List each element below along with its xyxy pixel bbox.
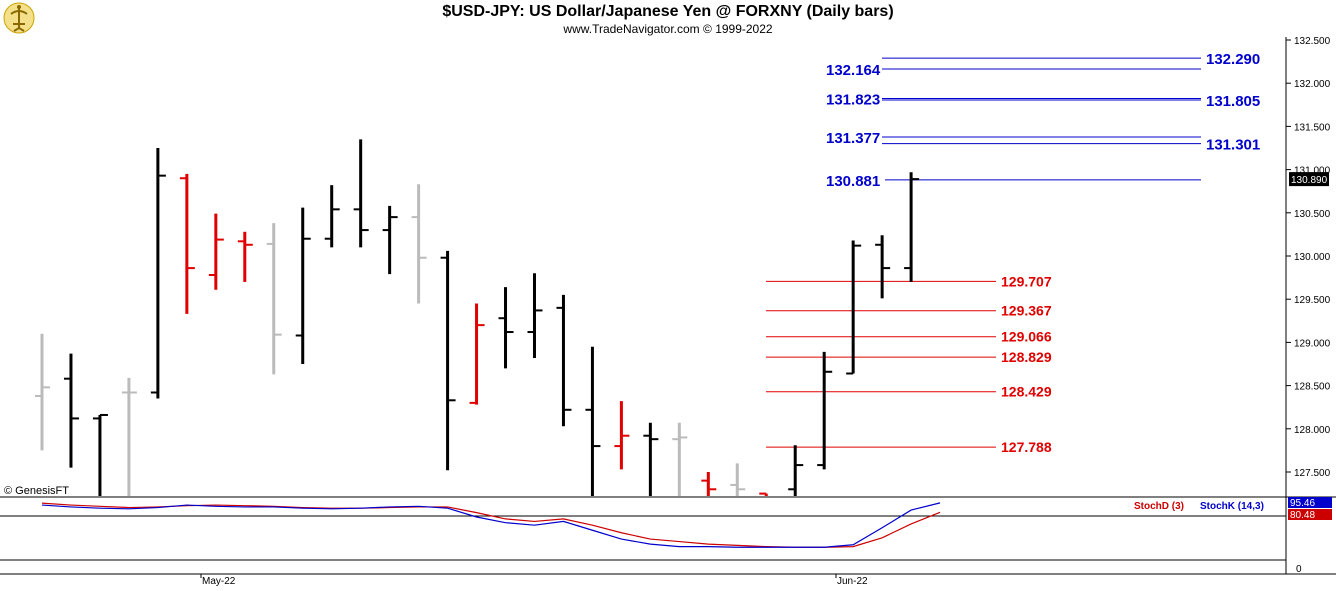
ohlc-bar bbox=[440, 250, 456, 471]
copyright-label: © GenesisFT bbox=[4, 485, 69, 497]
y-tick-label: 130.500 bbox=[1294, 209, 1331, 220]
support-label: 128.829 bbox=[1001, 349, 1052, 365]
stoch-series-line bbox=[41, 502, 941, 548]
ohlc-bar bbox=[324, 185, 340, 248]
resistance-label: 131.301 bbox=[1206, 137, 1260, 154]
last-price-box bbox=[1289, 172, 1329, 187]
x-tick-label: May-22 bbox=[202, 576, 236, 587]
stochd-value-label: 80.48 bbox=[1290, 510, 1315, 521]
ohlc-bar bbox=[672, 422, 688, 496]
price-panel bbox=[0, 37, 1286, 497]
ohlc-bar bbox=[353, 139, 369, 248]
resistance-label: 131.805 bbox=[1206, 93, 1260, 110]
ohlc-bar bbox=[92, 413, 108, 496]
ohlc-bar bbox=[411, 184, 427, 304]
ohlc-bar bbox=[382, 205, 398, 275]
y-tick-label: 132.000 bbox=[1294, 79, 1331, 90]
resistance-label: 130.881 bbox=[826, 173, 880, 190]
ohlc-bar bbox=[875, 235, 891, 299]
ohlc-bar bbox=[614, 401, 630, 470]
ohlc-bar bbox=[469, 303, 485, 405]
ohlc-bar bbox=[585, 346, 601, 496]
ohlc-bar bbox=[759, 492, 768, 496]
stochd-value-box bbox=[1288, 509, 1332, 520]
stoch-series-line bbox=[41, 502, 941, 548]
ohlc-bar bbox=[237, 231, 253, 282]
ohlc-bar bbox=[556, 294, 572, 427]
ohlc-bar bbox=[817, 351, 833, 470]
support-label: 127.788 bbox=[1001, 439, 1052, 455]
ohlc-bar bbox=[150, 148, 166, 399]
ohlc-bar bbox=[730, 463, 746, 496]
stochk-value-label: 95.46 bbox=[1290, 498, 1315, 509]
y-tick-label: 129.000 bbox=[1294, 338, 1331, 349]
ohlc-bar bbox=[643, 422, 659, 496]
support-label: 129.707 bbox=[1001, 273, 1052, 289]
resistance-label: 132.290 bbox=[1206, 51, 1260, 68]
resistance-label: 131.823 bbox=[826, 91, 880, 108]
y-tick-label: 127.500 bbox=[1294, 468, 1331, 479]
ohlc-bar bbox=[788, 445, 804, 496]
ohlc-bar bbox=[701, 472, 717, 496]
ohlc-bar bbox=[527, 273, 543, 358]
stochk-value-box bbox=[1288, 497, 1332, 508]
y-tick-label: 128.500 bbox=[1294, 382, 1331, 393]
support-label: 128.429 bbox=[1001, 384, 1052, 400]
ohlc-bar bbox=[295, 207, 311, 364]
ohlc-bar bbox=[121, 377, 137, 496]
y-tick-label: 129.500 bbox=[1294, 295, 1331, 306]
y-tick-label: 131.000 bbox=[1294, 166, 1331, 177]
ohlc-bar bbox=[179, 173, 195, 314]
resistance-label: 131.377 bbox=[826, 130, 880, 147]
ohlc-bar bbox=[846, 240, 862, 375]
genesis-logo-icon bbox=[3, 2, 35, 34]
ohlc-bar bbox=[35, 333, 50, 451]
stochd-legend: StochD (3) bbox=[1134, 501, 1184, 512]
y-tick-label: 132.500 bbox=[1294, 36, 1331, 47]
chart-subtitle: www.TradeNavigator.com © 1999-2022 bbox=[563, 22, 773, 36]
last-price-label: 130.890 bbox=[1291, 175, 1328, 186]
y-tick-label: 128.000 bbox=[1294, 425, 1331, 436]
chart-header: $USD-JPY: US Dollar/Japanese Yen @ FORXN… bbox=[0, 0, 1336, 37]
ohlc-bar bbox=[498, 287, 514, 369]
ohlc-bar bbox=[904, 172, 920, 282]
x-tick-label: Jun-22 bbox=[837, 576, 868, 587]
support-label: 129.066 bbox=[1001, 329, 1052, 345]
y-tick-label: 130.000 bbox=[1294, 252, 1331, 263]
ohlc-bar bbox=[266, 223, 282, 375]
chart-title: $USD-JPY: US Dollar/Japanese Yen @ FORXN… bbox=[442, 3, 894, 20]
ohlc-bar bbox=[63, 353, 79, 468]
ohlc-bar bbox=[208, 213, 224, 290]
stoch-y-tick-label: 0 bbox=[1296, 564, 1302, 575]
y-tick-label: 131.500 bbox=[1294, 122, 1331, 133]
resistance-label: 132.164 bbox=[826, 62, 881, 79]
support-label: 129.367 bbox=[1001, 303, 1052, 319]
stochk-legend: StochK (14,3) bbox=[1200, 501, 1264, 512]
